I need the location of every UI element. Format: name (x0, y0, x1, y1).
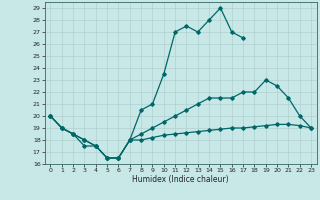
X-axis label: Humidex (Indice chaleur): Humidex (Indice chaleur) (132, 175, 229, 184)
